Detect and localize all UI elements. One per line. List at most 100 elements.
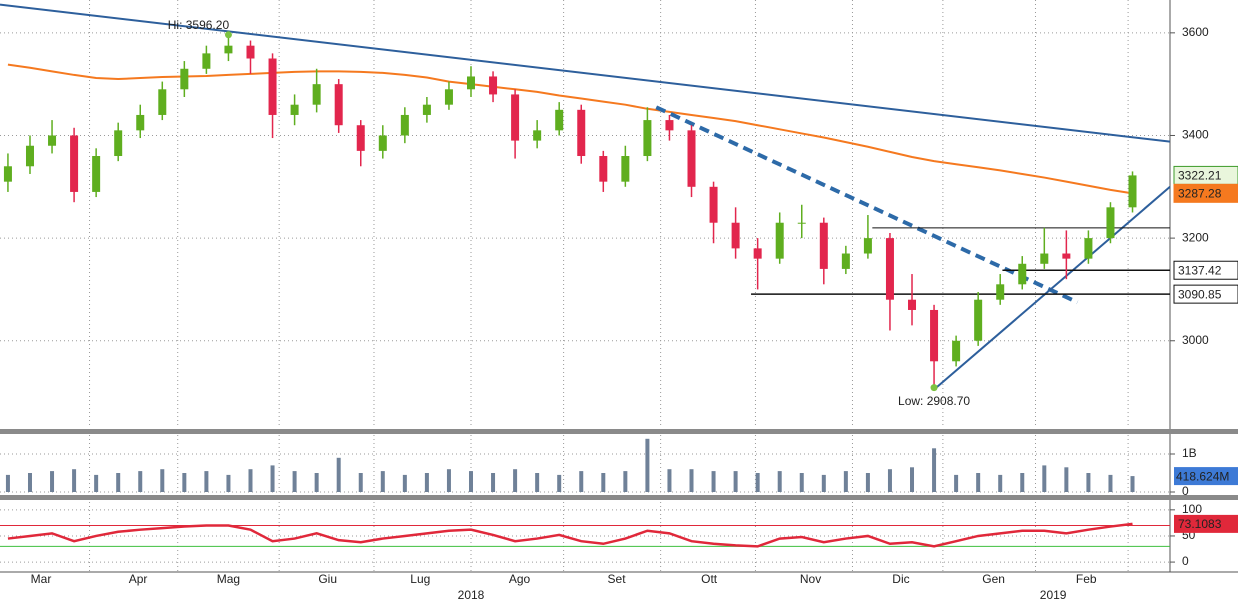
candle-body [312,84,321,105]
volume-bar [887,469,892,492]
candle-body [3,166,12,182]
x-tick-label: Ott [701,572,718,586]
trendline [0,3,1171,143]
y-tick-label: 0 [1182,554,1189,568]
y-tick-label: 3000 [1182,333,1209,347]
candle-body [70,135,79,192]
last-price: 3322.21 [1178,169,1222,183]
volume-bar [932,448,937,492]
candle-body [246,45,255,59]
volume-bar [799,473,804,492]
volume-bar [226,474,231,492]
volume-bar [468,471,473,492]
candle-body [952,340,961,362]
candle-body [224,45,233,54]
y-tick-label: 100 [1182,502,1202,516]
volume-bar [1064,467,1069,492]
candle-body [158,89,167,115]
candle-body [400,114,409,136]
candle-body [48,135,57,146]
candle-body [378,135,387,151]
volume-bar [5,474,10,492]
candle-body [1128,175,1137,208]
volume-bar [910,467,915,492]
volume-bar [579,471,584,492]
volume-bar [821,474,826,492]
candle-body [687,130,696,187]
ma-value: 3287.28 [1178,187,1222,201]
x-tick-label: Lug [410,572,430,586]
panel-separator [0,495,1238,500]
candle-body [753,248,762,259]
annotation: Low: 2908.70 [898,394,970,408]
candle-body [466,76,475,90]
volume-bar [1108,474,1113,492]
candle-body [555,109,564,131]
volume-bar [204,471,209,492]
volume-bar [777,471,782,492]
x-tick-label: Nov [800,572,821,586]
candle-body [489,76,498,95]
volume-bar [402,474,407,492]
x-tick-label: Set [608,572,627,586]
x-tick-label: Mar [31,572,52,586]
level-label: 3090.85 [1178,287,1222,301]
year-label: 2018 [458,588,485,602]
moving-average [7,63,1133,195]
volume-label-box [1174,467,1238,486]
candle-body [92,156,101,192]
volume-bar [645,438,650,492]
volume-label: 418.624M [1176,469,1229,483]
trendline [935,186,1171,389]
level-label-box [1173,260,1238,280]
panel-separator [0,429,1238,434]
candle-body [885,238,894,300]
candle-body [775,222,784,259]
volume-bar [865,473,870,492]
volume-bar [491,473,496,492]
volume-bar [623,471,628,492]
candle-body [180,68,189,90]
candle-body [908,299,917,310]
ma-value-box [1173,183,1238,203]
volume-bar [116,473,121,492]
volume-bar [1086,473,1091,492]
level-label: 3137.42 [1178,263,1222,277]
y-tick-label: 3200 [1182,230,1209,244]
volume-bar [336,457,341,492]
y-tick-label: 3400 [1182,128,1209,142]
candle-body [1040,253,1049,264]
volume-bar [998,474,1003,492]
candle-body [290,104,299,115]
volume-bar [50,471,55,492]
candle-body [202,53,211,69]
x-tick-label: Ago [509,572,531,586]
candle-body [577,109,586,157]
candle-body [511,94,520,141]
candle-body [731,222,740,249]
volume-bar [292,471,297,492]
candle-body [930,309,939,362]
candle-body [643,120,652,157]
year-label: 2019 [1040,588,1067,602]
candle-body [599,156,608,182]
x-tick-label: Mag [217,572,240,586]
annotation-marker [224,31,232,39]
volume-bar [535,473,540,492]
volume-bar [976,473,981,492]
volume-bar [601,473,606,492]
volume-bar [513,469,518,492]
rsi-line [7,522,1133,548]
volume-bar [160,469,165,492]
volume-bar [843,471,848,492]
volume-bar [557,474,562,492]
volume-bar [138,471,143,492]
candle-body [819,222,828,269]
candle-body [996,284,1005,300]
y-tick-label: 1B [1182,446,1197,460]
candle-body [797,222,806,224]
candle-body [25,145,34,167]
volume-bar [755,473,760,492]
volume-bar [446,469,451,492]
